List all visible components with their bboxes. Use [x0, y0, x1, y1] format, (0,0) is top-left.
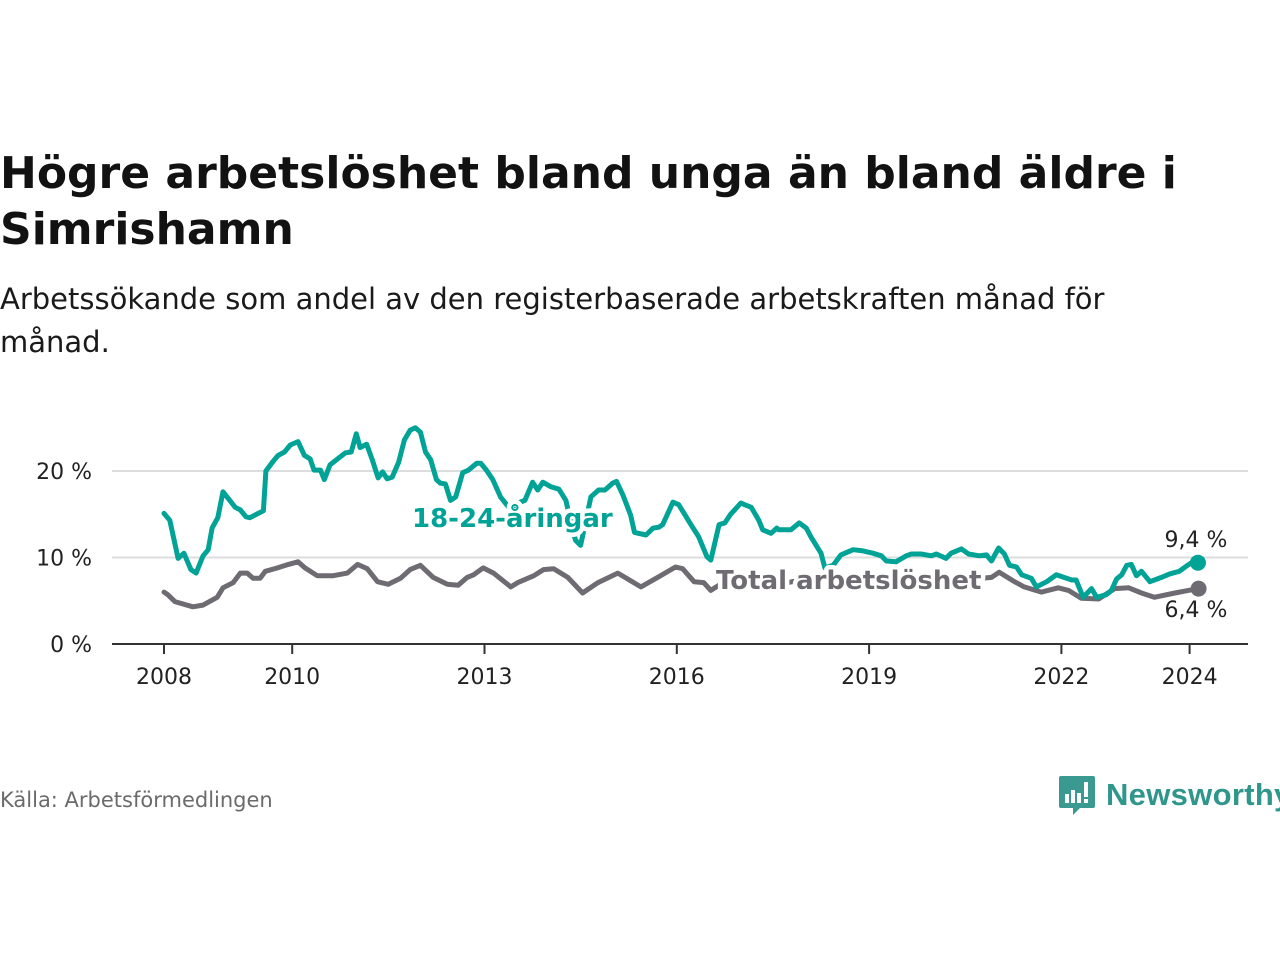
bar-chart-speech-bubble-icon: [1059, 776, 1095, 815]
end-point-youth: [1189, 554, 1206, 571]
x-tick-label: 2019: [841, 665, 897, 690]
series-label-youth: 18-24-åringar: [412, 502, 613, 534]
logo-text: Newsworthy: [1106, 777, 1280, 812]
y-tick-label: 20 %: [36, 460, 92, 485]
x-tick-label: 2010: [264, 665, 320, 690]
x-tick-label: 2022: [1033, 665, 1089, 690]
x-tick-label: 2024: [1162, 665, 1218, 690]
gridlines: [112, 470, 1248, 559]
newsworthy-logo: Newsworthy: [1058, 774, 1280, 816]
y-axis-ticks: 0 % 10 % 20 %: [36, 460, 92, 658]
series-line-total: [161, 559, 1202, 610]
chart-subtitle: Arbetssökande som andel av den registerb…: [0, 282, 1105, 359]
chart-title: Högre arbetslöshet bland unga än bland ä…: [0, 148, 1177, 255]
series-label-total: Total arbetslöshet: [716, 566, 981, 596]
x-tick-label: 2008: [136, 665, 192, 690]
y-tick-label: 10 %: [36, 547, 92, 572]
x-tick-label: 2016: [649, 665, 705, 690]
source-note: Källa: Arbetsförmedlingen: [0, 788, 273, 812]
end-label-total: 6,4 %: [1165, 598, 1228, 623]
x-tick-label: 2013: [457, 665, 513, 690]
x-axis-ticks: 2008 2010 2013 2016 2019 2022 2024: [136, 644, 1218, 690]
series-line-youth: [161, 425, 1201, 600]
end-point-total: [1190, 580, 1207, 597]
end-label-youth: 9,4 %: [1165, 528, 1228, 553]
y-tick-label: 0 %: [50, 633, 92, 658]
